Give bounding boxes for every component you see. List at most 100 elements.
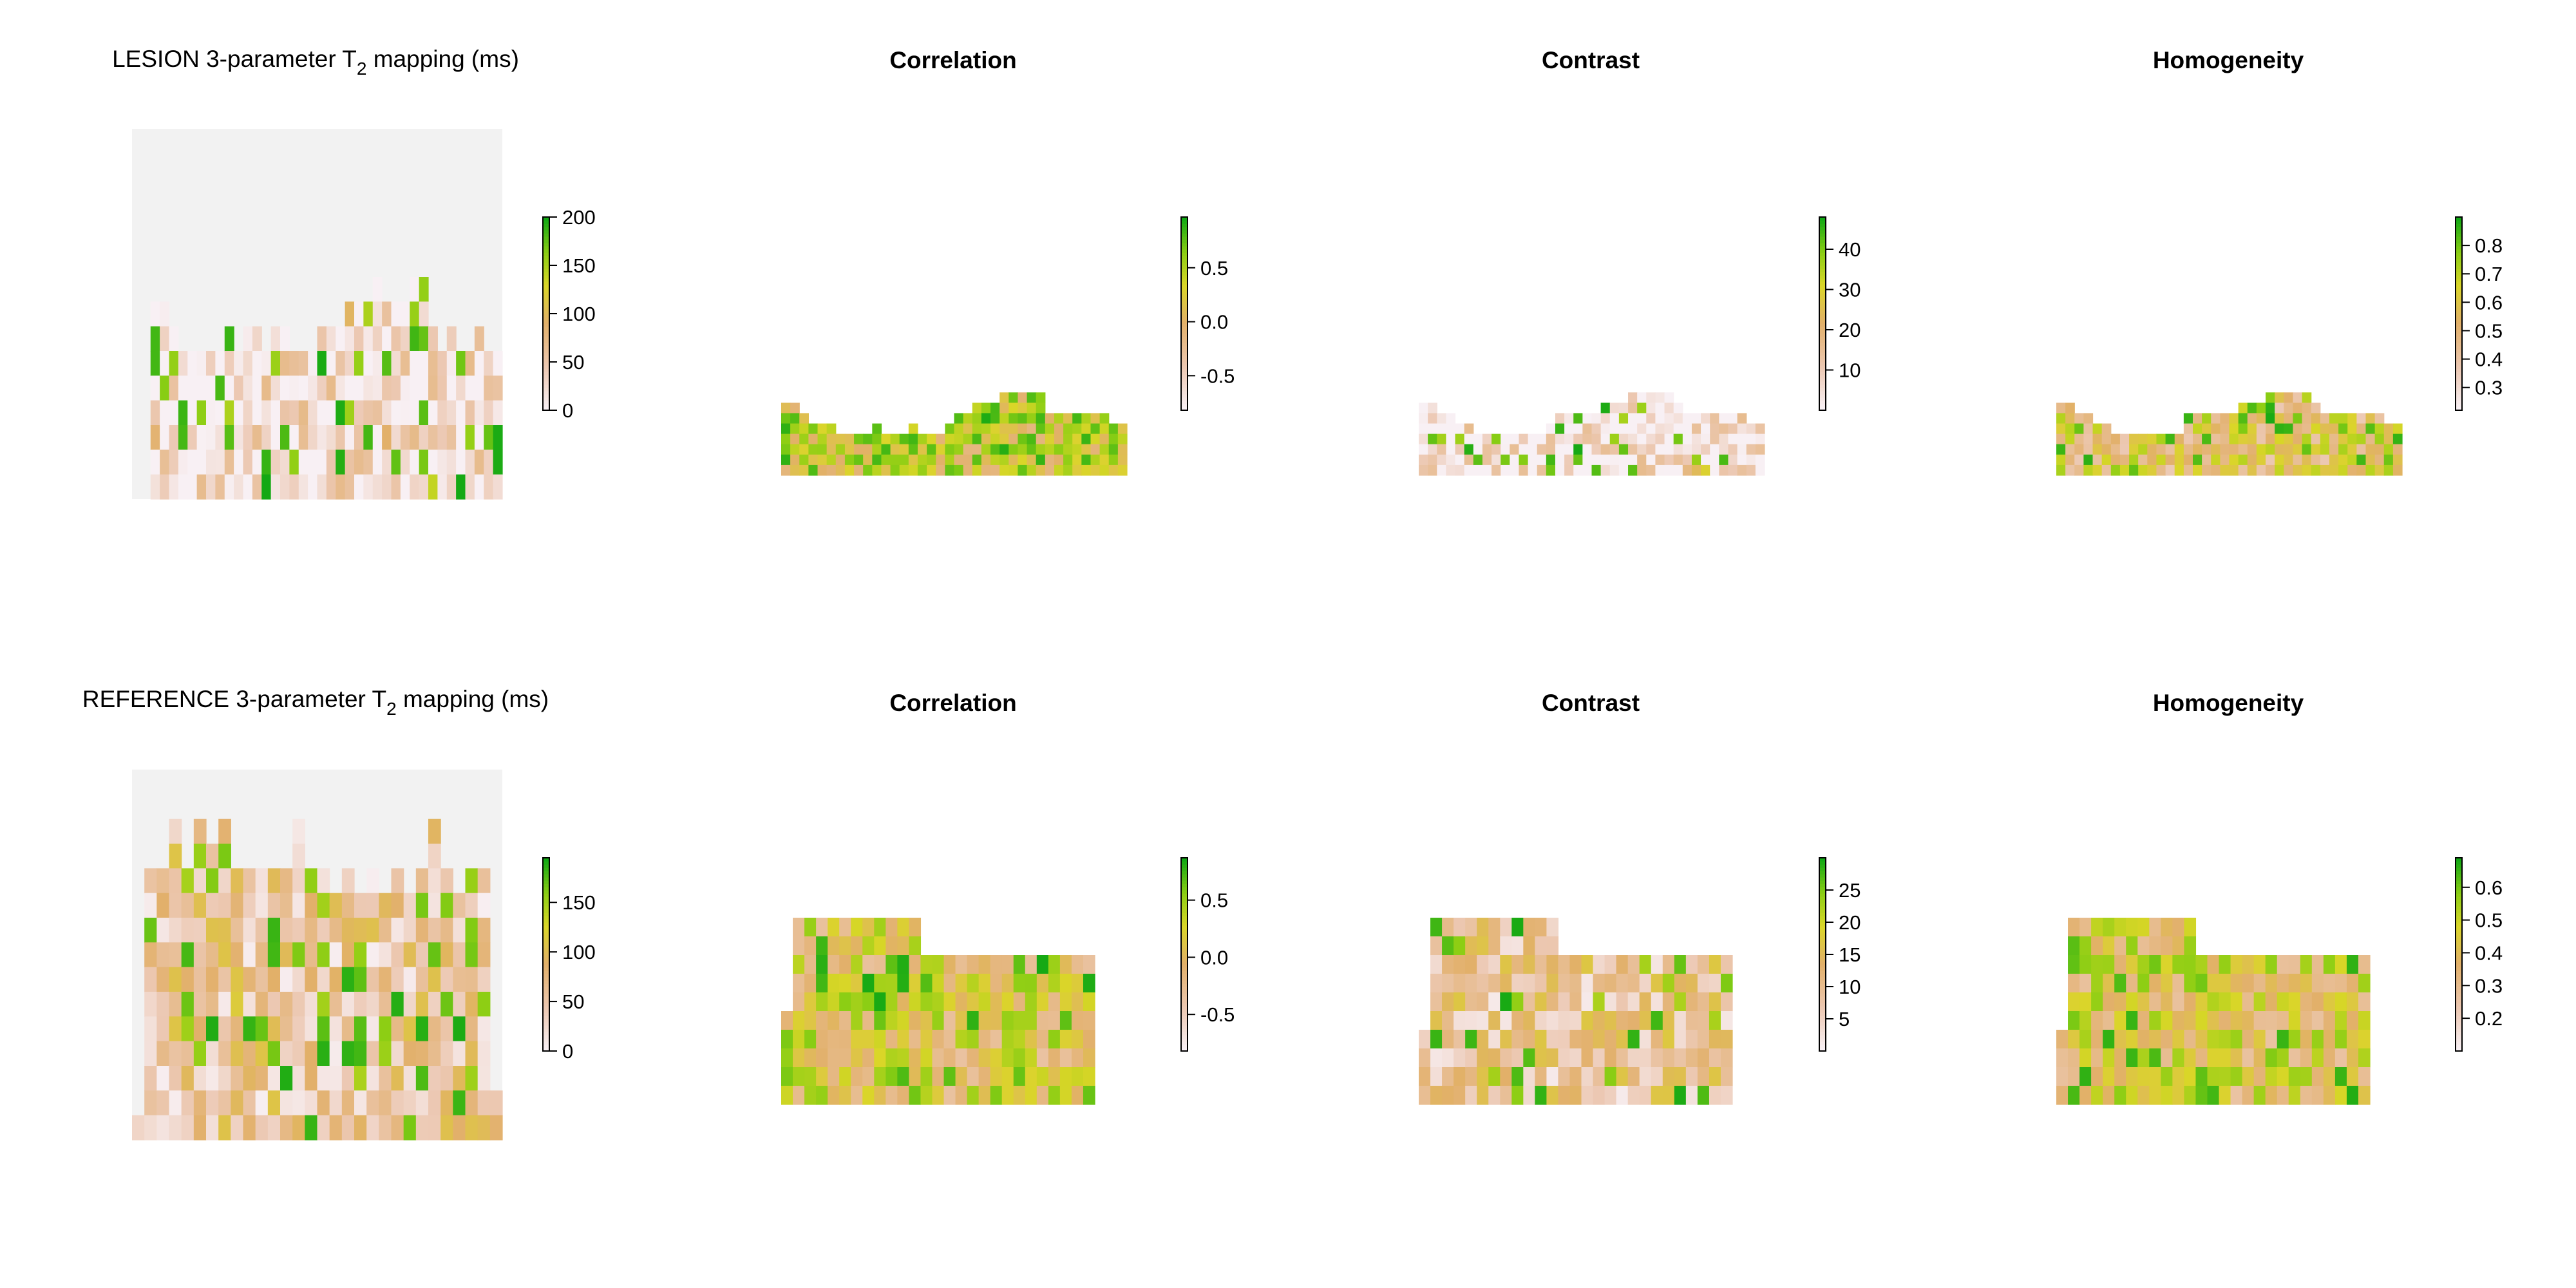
heatmap-cell: [1558, 992, 1571, 1012]
colorbar-segment: [543, 993, 549, 997]
heatmap-cell: [341, 893, 355, 918]
heatmap-cell: [2161, 1067, 2173, 1086]
heatmap-cell: [2329, 444, 2339, 455]
heatmap-cell: [326, 375, 336, 401]
heatmap-cell: [1651, 955, 1663, 974]
heatmap-cell: [1464, 433, 1474, 445]
heatmap-cell: [2293, 402, 2303, 414]
heatmap-cell: [345, 474, 355, 500]
heatmap-cell: [2149, 1067, 2161, 1086]
heatmap-cell: [2207, 1086, 2220, 1105]
colorbar-tick-label: 0.6: [2475, 291, 2503, 314]
heatmap-cell: [156, 1041, 170, 1066]
heatmap-cell: [437, 474, 448, 500]
heatmap-cell: [908, 464, 918, 476]
heatmap-cell: [215, 474, 225, 500]
colorbar-segment: [543, 384, 549, 388]
heatmap-cell: [2356, 423, 2367, 435]
heatmap-cell: [2334, 955, 2347, 974]
heatmap-cell: [816, 955, 828, 974]
heatmap-cell: [886, 974, 898, 993]
heatmap-cell: [453, 1090, 466, 1116]
colorbar-segment: [2456, 278, 2462, 282]
heatmap-cell: [255, 942, 269, 968]
heatmap-cell: [2220, 464, 2230, 476]
heatmap-cell: [2288, 974, 2301, 993]
heatmap-cell: [890, 444, 900, 455]
heatmap-cell: [972, 444, 982, 455]
heatmap-cell: [1063, 433, 1073, 445]
heatmap-cell: [1442, 974, 1454, 993]
heatmap-cell: [400, 425, 410, 450]
colorbar-segment: [1181, 394, 1188, 398]
heatmap-cell: [391, 893, 404, 918]
heatmap-cell: [317, 1016, 330, 1042]
heatmap-cell: [1737, 423, 1747, 435]
heatmap-cell: [872, 444, 882, 455]
colorbar-segment: [1819, 964, 1826, 968]
heatmap-cell: [899, 464, 909, 476]
heatmap-cell: [169, 1115, 182, 1141]
heatmap-cell: [2137, 936, 2150, 956]
heatmap-cell: [493, 351, 503, 376]
heatmap-cell: [1482, 464, 1492, 476]
heatmap-cell: [196, 474, 207, 500]
colorbar-segment: [2456, 929, 2462, 933]
heatmap-cell: [1639, 974, 1652, 993]
heatmap-cell: [243, 942, 256, 968]
heatmap-cell: [1048, 1030, 1061, 1049]
colorbar-segment: [2456, 320, 2462, 324]
heatmap-cell: [990, 464, 1000, 476]
heatmap-cell: [2114, 1067, 2126, 1086]
colorbar-segment: [1819, 252, 1826, 256]
heatmap-cell: [1430, 974, 1443, 993]
heatmap-cell: [2323, 1048, 2336, 1068]
heatmap-cell: [196, 351, 207, 376]
heatmap-cell: [1477, 1067, 1489, 1086]
colorbar-segment: [2456, 362, 2462, 366]
heatmap-cell: [1419, 1048, 1431, 1068]
heatmap-cell: [874, 1067, 886, 1086]
colorbar-segment: [1181, 372, 1188, 375]
heatmap-cell: [453, 967, 466, 992]
heatmap-cell: [1582, 464, 1593, 476]
heatmap-cell: [1446, 423, 1456, 435]
colorbar-segment: [1181, 890, 1188, 894]
heatmap-cell: [1546, 974, 1559, 993]
heatmap-cell: [2183, 444, 2193, 455]
heatmap-cell: [1691, 423, 1701, 435]
colorbar-segment: [543, 259, 549, 263]
heatmap-cell: [1664, 413, 1674, 424]
heatmap-cell: [2347, 423, 2357, 435]
heatmap-cell: [1045, 423, 1055, 435]
colorbar-segment: [543, 1041, 549, 1045]
heatmap-cell: [1510, 444, 1520, 455]
colorbar-segment: [1181, 999, 1188, 1003]
heatmap-cell: [218, 1090, 231, 1116]
heatmap-cell: [1651, 974, 1663, 993]
heatmap-cell: [2358, 1030, 2371, 1049]
heatmap-cell: [1511, 1086, 1524, 1105]
heatmap-cell: [817, 433, 828, 445]
heatmap-cell: [1674, 1030, 1687, 1049]
colorbar-segment: [1819, 265, 1826, 269]
heatmap-cell: [2192, 433, 2202, 445]
colorbar-segment: [1181, 906, 1188, 910]
heatmap-cell: [1662, 1030, 1675, 1049]
heatmap-cell: [1646, 454, 1656, 466]
heatmap-cell: [169, 893, 182, 918]
heatmap-cell: [193, 1090, 207, 1116]
heatmap-cell: [1511, 1030, 1524, 1049]
colorbar-segment: [2456, 346, 2462, 350]
heatmap-cell: [2230, 1030, 2243, 1049]
heatmap-cell: [2137, 918, 2150, 937]
heatmap-cell: [1059, 1030, 1072, 1049]
heatmap-cell: [2207, 974, 2220, 993]
heatmap-cell: [1430, 955, 1443, 974]
heatmap-cell: [465, 893, 478, 918]
heatmap-cell: [886, 1067, 898, 1086]
heatmap-cell: [2265, 992, 2278, 1012]
heatmap-cell: [150, 301, 160, 327]
heatmap-cell: [932, 1030, 945, 1049]
colorbar-segment: [2456, 407, 2462, 411]
